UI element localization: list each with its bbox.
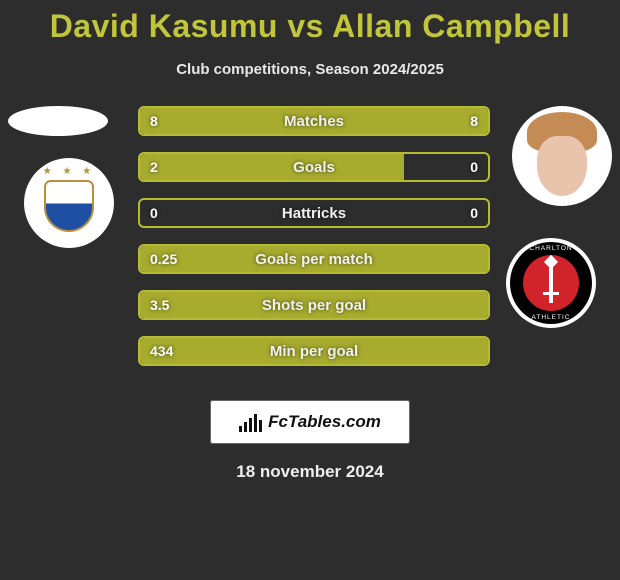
stat-label: Matches: [140, 108, 488, 134]
stat-label: Goals: [140, 154, 488, 180]
stat-row: 3.5Shots per goal: [138, 290, 490, 320]
crest-ring-top: CHARLTON: [529, 245, 572, 252]
stat-label: Shots per goal: [140, 292, 488, 318]
source-logo: FcTables.com: [210, 400, 410, 444]
stat-row: 00Hattricks: [138, 198, 490, 228]
comparison-title: David Kasumu vs Allan Campbell: [0, 0, 620, 45]
stat-row: 0.25Goals per match: [138, 244, 490, 274]
crest-stars: ★ ★ ★: [34, 166, 104, 177]
comparison-stage: ★ ★ ★ CHARLTON ATHLETIC 88Matches 20Goals…: [0, 106, 620, 386]
player2-club-badge: CHARLTON ATHLETIC: [506, 238, 596, 328]
player1-club-badge: ★ ★ ★: [24, 158, 114, 248]
charlton-crest-icon: CHARLTON ATHLETIC: [510, 242, 592, 324]
stat-label: Hattricks: [140, 200, 488, 226]
subtitle: Club competitions, Season 2024/2025: [0, 61, 620, 78]
player2-avatar: [512, 106, 612, 206]
huddersfield-crest-icon: ★ ★ ★: [34, 168, 104, 238]
stat-row: 88Matches: [138, 106, 490, 136]
crest-shield: [44, 180, 94, 232]
source-logo-text: FcTables.com: [268, 412, 381, 432]
stat-label: Goals per match: [140, 246, 488, 272]
crest-ring-bottom: ATHLETIC: [532, 314, 571, 321]
player2-name: Allan Campbell: [332, 8, 570, 44]
stat-label: Min per goal: [140, 338, 488, 364]
crest-inner: [523, 255, 579, 311]
snapshot-date: 18 november 2024: [0, 462, 620, 482]
avatar-face: [537, 136, 587, 196]
player1-avatar: [8, 106, 108, 136]
stat-row: 434Min per goal: [138, 336, 490, 366]
player1-name: David Kasumu: [50, 8, 278, 44]
stat-bars: 88Matches 20Goals 00Hattricks 0.25Goals per…: [138, 106, 490, 382]
vs-label: vs: [287, 8, 324, 44]
bars-icon: [239, 412, 262, 432]
crest-sword-icon: [549, 263, 553, 303]
stat-row: 20Goals: [138, 152, 490, 182]
